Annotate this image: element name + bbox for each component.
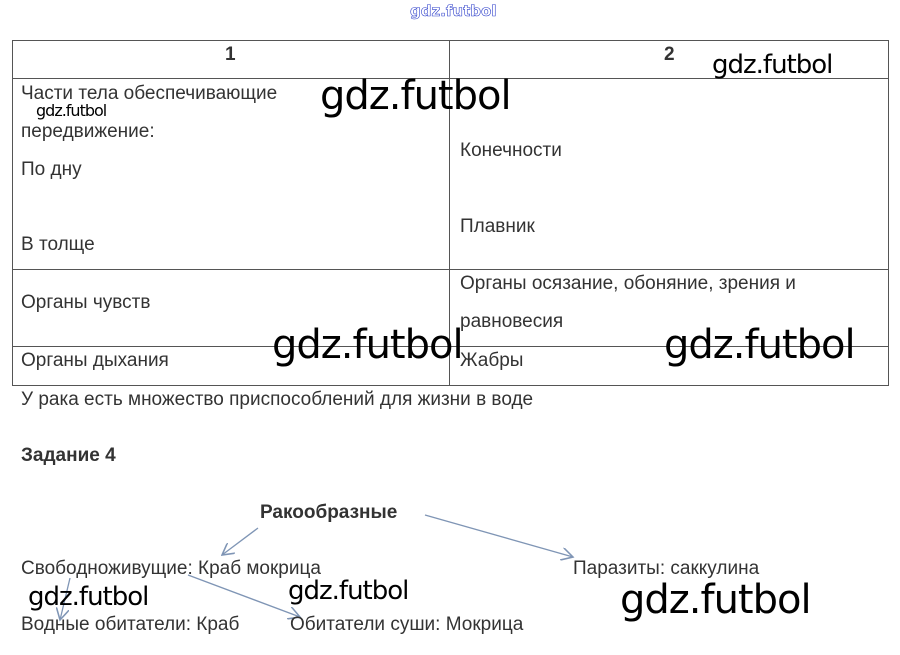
table-border [449, 40, 450, 386]
watermark: gdz.futbol [620, 577, 812, 623]
table-border [12, 385, 889, 386]
table-border [888, 40, 889, 386]
table-border [12, 269, 889, 270]
watermark: gdz.futbol [712, 50, 833, 80]
cell-text: В толще [21, 234, 95, 255]
cell-text: Органы дыхания [21, 350, 169, 371]
conclusion-text: У рака есть множество приспособлений для… [21, 389, 534, 410]
watermark: gdz.futbol [272, 322, 464, 368]
watermark-top: gdz.futbol [410, 2, 497, 20]
diagram-terrestrial: Обитатели суши: Мокрица [290, 614, 524, 635]
table-border [12, 78, 889, 79]
watermark: gdz.futbol [320, 73, 512, 119]
cell-text: Части тела обеспечивающие [21, 83, 278, 104]
cell-text: Органы чувств [21, 292, 151, 313]
table-border [12, 346, 889, 347]
cell-text: Жабры [460, 350, 524, 371]
column-header-1: 1 [225, 44, 236, 65]
task-title: Задание 4 [21, 445, 116, 466]
cell-text: равновесия [460, 311, 564, 332]
diagram-aquatic: Водные обитатели: Краб [21, 614, 240, 635]
table-border [12, 40, 13, 386]
cell-text: передвижение: [21, 121, 155, 142]
table-border [12, 40, 889, 41]
watermark: gdz.futbol [664, 322, 856, 368]
diagram-root: Ракообразные [260, 502, 398, 523]
watermark: gdz.futbol [28, 582, 149, 612]
diagram-free-living: Свободноживущие: Краб мокрица [21, 558, 321, 579]
arrow [424, 514, 573, 557]
arrow [187, 574, 300, 617]
diagram-parasites: Паразиты: саккулина [573, 558, 760, 579]
arrow [222, 527, 259, 555]
column-header-2: 2 [664, 44, 675, 65]
cell-text: По дну [21, 159, 82, 180]
cell-text: Органы осязание, обоняние, зрения и [460, 273, 796, 294]
cell-text: Конечности [460, 140, 562, 161]
watermark: gdz.futbol [36, 101, 107, 120]
watermark: gdz.futbol [288, 576, 409, 606]
cell-text: Плавник [460, 216, 535, 237]
arrow [60, 577, 71, 620]
